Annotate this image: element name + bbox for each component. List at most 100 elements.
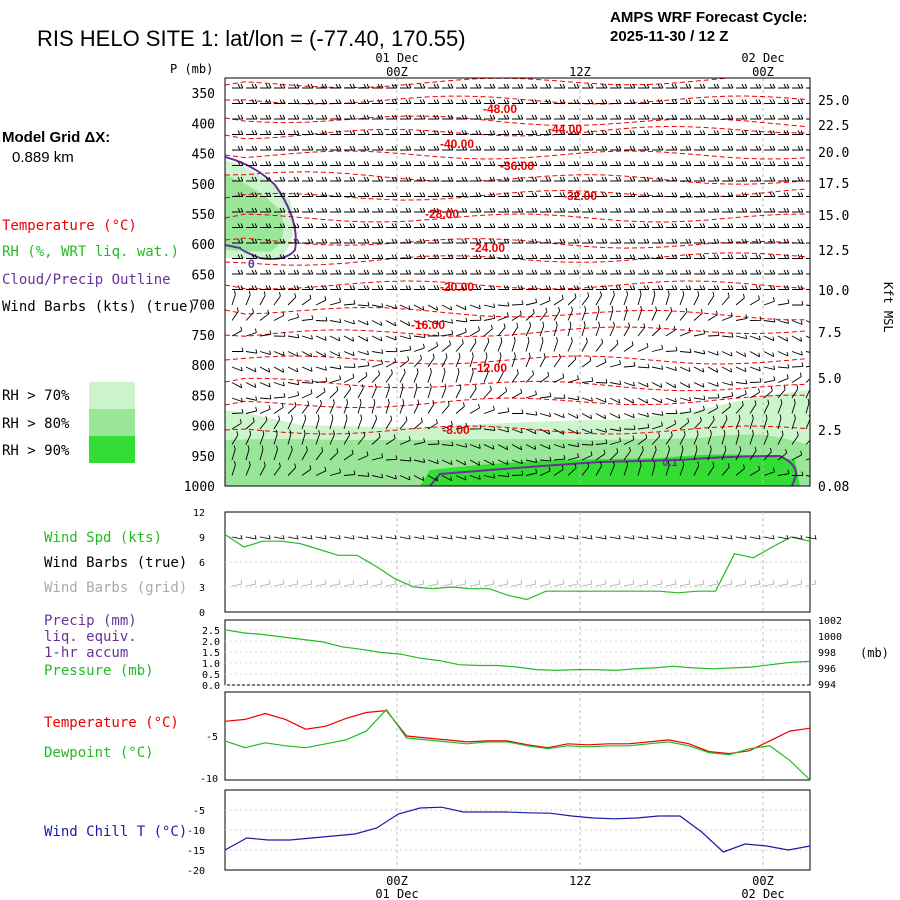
wind-barb [736,254,748,259]
wind-barb [273,429,278,445]
wind-barb [274,83,286,89]
wind-barb [778,114,790,120]
wind-barb [582,176,594,182]
wind-barb [287,429,292,445]
wind-barb [329,335,341,342]
legend-dewpoint: Dewpoint (°C) [44,745,154,761]
wind-barb [694,238,706,244]
wind-barb [651,365,664,370]
legend-precip-3: 1-hr accum [44,645,128,661]
wind-barb [721,445,727,461]
wind-barb [399,320,411,327]
wind-barb [386,254,398,259]
height-tick: 5.0 [818,372,841,387]
surface-barb-grid [749,579,761,587]
wind-barb [273,332,286,337]
wind-barb [316,114,328,120]
temperature-contour-label: -12.00 [473,361,507,375]
surface-barb-grid [357,579,369,587]
wind-barb [805,378,810,383]
wind-barb [232,269,244,275]
wind-barb [511,369,519,383]
surface-barb-grid [301,579,313,587]
wind-barb [540,83,552,89]
wind-barb [414,269,426,275]
wind-barb [231,307,239,321]
wind-barb [273,351,285,357]
wind-barb [596,161,608,166]
wind-barb [232,114,244,120]
surface-barb-true [637,534,649,540]
wind-barb [596,145,608,151]
wind-barb [749,377,762,383]
wind-barb [260,83,272,89]
surface-barb-true [497,534,509,540]
height-tick: 22.5 [818,119,849,134]
wind-barb [722,161,734,166]
wind-barb [567,355,577,368]
wind-barb [358,114,370,120]
wind-speed-panel: 12 9 6 3 0 [193,508,817,619]
wind-barb [428,176,440,182]
wind-barb [722,176,734,182]
wind-barb [455,317,468,323]
wind-barb [483,337,490,352]
wind-barb [666,207,678,213]
wind-barb [316,99,328,104]
legend-pressure: Pressure (mb) [44,663,154,679]
wind-barb [427,439,440,445]
wind-barb [316,223,328,228]
wind-barb [778,176,790,182]
wind-barb [302,223,314,228]
wind-barb [470,114,482,120]
wind-barb [610,207,622,213]
wind-barb [386,269,398,275]
cloud-outline [225,156,797,486]
wind-barb [539,371,550,383]
wind-barb [708,161,720,166]
wind-barb [637,433,648,445]
wind-barb [540,99,552,104]
wind-barb [470,223,482,228]
wind-barb [428,99,440,104]
bottom-hour-label: 00Z [752,874,774,888]
pressure-tick: 700 [192,299,215,314]
wind-barb [708,114,720,120]
wind-barb [288,176,300,182]
wind-barb [512,223,524,228]
wind-barb [399,334,412,340]
wind-barb [399,356,410,368]
wind-barb [441,420,453,430]
wind-barb [301,464,312,476]
cycle-line2: 2025-11-30 / 12 Z [610,28,728,45]
wind-barb [763,365,776,371]
wind-barb [623,435,635,445]
surface-barb-true [567,534,579,540]
wind-barb [791,414,796,430]
wind-barb [693,349,706,355]
wind-barb [749,400,757,414]
wind-barb [274,238,286,244]
wind-barb [245,328,257,337]
height-tick: 25.0 [818,94,849,109]
wind-barb [609,397,621,404]
wind-barb [385,335,397,341]
wind-barb [651,382,663,388]
wind-barb [694,130,706,135]
wind-barb [399,436,411,445]
wind-barb [329,318,342,324]
wind-barb [679,382,691,389]
wind-barb [805,398,810,414]
pressure-tick: 800 [192,359,215,374]
grid-label: Model Grid ΔX: [2,129,110,146]
wind-barb [777,414,782,430]
wind-barb [694,161,706,166]
wind-barb [596,83,608,89]
wind-barb [302,161,314,166]
wind-barb [623,322,631,337]
wind-barb [483,426,496,431]
wind-barb [357,414,363,430]
wind-barb [666,176,678,182]
wind-barb [652,254,664,259]
surface-barb-true [553,534,565,540]
